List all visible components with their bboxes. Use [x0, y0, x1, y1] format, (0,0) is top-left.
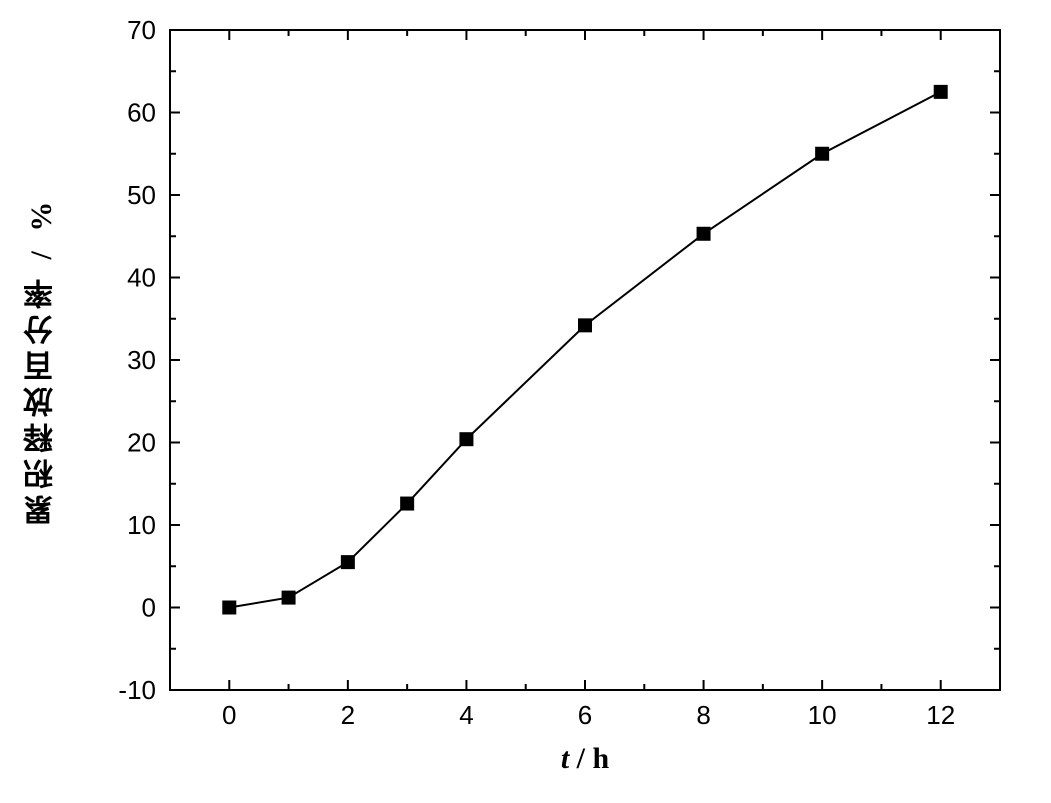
- x-tick-label: 0: [222, 700, 236, 730]
- series-line: [229, 92, 940, 608]
- x-tick-label: 6: [578, 700, 592, 730]
- x-tick-label: 2: [341, 700, 355, 730]
- series-marker: [401, 497, 414, 510]
- series-marker: [282, 591, 295, 604]
- y-tick-label: 30: [127, 345, 156, 375]
- x-label-italic: t: [561, 742, 569, 775]
- x-axis-label: t / h: [170, 742, 1000, 776]
- y-tick-label: 20: [127, 428, 156, 458]
- x-tick-label: 10: [808, 700, 837, 730]
- y-tick-label: -10: [118, 675, 156, 705]
- y-tick-label: 0: [142, 593, 156, 623]
- x-tick-label: 12: [926, 700, 955, 730]
- y-tick-label: 40: [127, 263, 156, 293]
- plot-svg: 0 2 4 6 8 10 12 -10 0 10 20 30 40 50 60 70: [0, 0, 1051, 803]
- series-marker: [816, 147, 829, 160]
- x-label-rest: / h: [569, 742, 609, 775]
- chart-container: 024681012-10010203040506070 累积释放百分率 / % …: [0, 0, 1051, 803]
- y-axis-label: 累积释放百分率 / %: [20, 30, 64, 690]
- y-tick-label: 10: [127, 510, 156, 540]
- series-marker: [697, 227, 710, 240]
- series-marker: [460, 433, 473, 446]
- x-tick-label: 8: [696, 700, 710, 730]
- x-tick-label: 4: [459, 700, 473, 730]
- y-tick-label: 70: [127, 15, 156, 45]
- y-tick-label: 50: [127, 180, 156, 210]
- series-marker: [934, 85, 947, 98]
- y-tick-label: 60: [127, 98, 156, 128]
- series-marker: [223, 601, 236, 614]
- series-marker: [341, 556, 354, 569]
- series-marker: [579, 319, 592, 332]
